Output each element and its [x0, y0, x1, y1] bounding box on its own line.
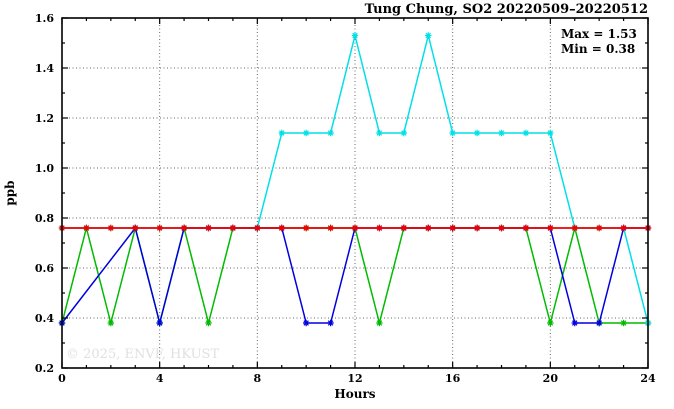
marker-blue — [156, 319, 163, 327]
y-tick-label: 1.6 — [35, 12, 54, 25]
marker-red — [425, 224, 432, 232]
marker-green — [547, 319, 554, 327]
tick-label-layer: 0 4 8 12 16 20 24 0.2 0.4 0.6 0.8 1.0 1.2 1.4 1.6 — [35, 12, 656, 385]
marker-blue — [595, 319, 603, 327]
y-tick-label: 0.4 — [35, 312, 54, 325]
marker-red — [351, 224, 359, 232]
x-tick-label: 16 — [445, 372, 461, 385]
chart-title: Tung Chung, SO2 20220509–20220512 — [365, 2, 648, 17]
marker-cyan — [327, 129, 334, 137]
marker-red — [595, 224, 603, 232]
y-tick-label: 0.8 — [35, 212, 54, 225]
marker-red — [571, 224, 578, 232]
marker-red — [400, 224, 408, 232]
x-tick-label: 8 — [254, 372, 262, 385]
y-axis-label: ppb — [3, 180, 17, 205]
min-annotation: Min = 0.38 — [561, 42, 635, 56]
marker-red — [620, 224, 627, 232]
x-tick-label: 20 — [543, 372, 559, 385]
marker-red — [473, 224, 481, 232]
marker-red — [205, 224, 212, 232]
grid-layer — [62, 18, 648, 368]
marker-cyan — [547, 129, 554, 137]
marker-cyan — [473, 129, 481, 137]
y-tick-label: 1.2 — [35, 112, 54, 125]
marker-blue — [302, 319, 310, 327]
marker-cyan — [278, 129, 285, 137]
marker-blue — [571, 319, 578, 327]
marker-cyan — [425, 32, 432, 39]
y-tick-label: 1.4 — [35, 62, 54, 75]
marker-red — [156, 224, 163, 232]
marker-red — [180, 224, 188, 232]
marker-cyan — [351, 32, 359, 39]
marker-red — [107, 224, 115, 232]
marker-green — [620, 319, 627, 327]
marker-red — [302, 224, 310, 232]
marker-red — [83, 224, 90, 232]
marker-cyan — [522, 129, 530, 137]
marker-red — [376, 224, 383, 232]
y-tick-label: 0.6 — [35, 262, 54, 275]
marker-red — [278, 224, 285, 232]
x-tick-label: 12 — [347, 372, 362, 385]
marker-blue — [327, 319, 334, 327]
axis-layer — [61, 17, 649, 369]
x-tick-label: 0 — [58, 372, 66, 385]
max-annotation: Max = 1.53 — [561, 27, 637, 41]
marker-green — [205, 319, 212, 327]
marker-cyan — [376, 129, 383, 137]
watermark: © 2025, ENVF, HKUST — [66, 347, 219, 362]
marker-green — [107, 319, 115, 327]
marker-red — [254, 224, 261, 232]
marker-cyan — [498, 129, 505, 137]
series-layer — [58, 32, 652, 327]
marker-red — [522, 224, 530, 232]
x-axis-label: Hours — [334, 387, 375, 401]
marker-red — [132, 224, 139, 232]
marker-red — [547, 224, 554, 232]
marker-red — [229, 224, 237, 232]
marker-cyan — [400, 129, 408, 137]
marker-red — [327, 224, 334, 232]
x-tick-label: 24 — [640, 372, 656, 385]
marker-red — [449, 224, 456, 232]
y-tick-label: 1.0 — [35, 162, 54, 175]
y-tick-label: 0.2 — [35, 362, 54, 375]
marker-cyan — [302, 129, 310, 137]
marker-red — [498, 224, 505, 232]
marker-green — [376, 319, 383, 327]
marker-cyan — [449, 129, 456, 137]
x-tick-label: 4 — [156, 372, 164, 385]
